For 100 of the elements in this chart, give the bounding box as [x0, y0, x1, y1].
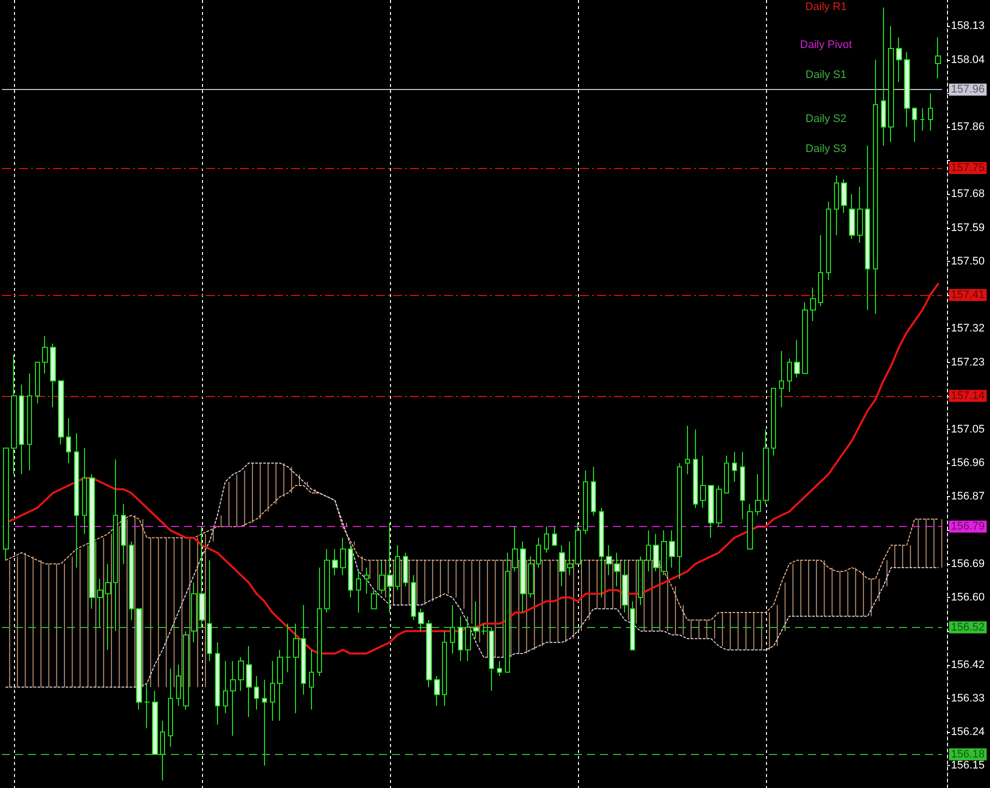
candlestick [849, 194, 855, 240]
y-tick-label: 156.33 [951, 692, 985, 704]
candlestick [442, 630, 447, 706]
candlestick [160, 720, 165, 782]
y-tick-label: 158.13 [951, 20, 985, 32]
candlestick [826, 201, 831, 281]
candlestick [481, 623, 487, 636]
candlestick [520, 541, 526, 613]
candlestick [630, 600, 635, 650]
y-tick-label: 157.68 [951, 188, 985, 200]
candlestick [89, 474, 95, 610]
candlestick [716, 485, 722, 528]
line-series [5, 485, 939, 620]
candlestick [896, 36, 902, 83]
candlestick [865, 145, 870, 310]
candlestick [58, 380, 64, 445]
candlestick [356, 570, 361, 613]
candlestick [779, 350, 784, 408]
candlestick [473, 600, 479, 640]
y-tick-label: 158.04 [951, 54, 985, 66]
candlestick [583, 470, 588, 535]
candlestick [434, 675, 440, 706]
candlestick [285, 623, 291, 673]
candlestick [771, 388, 776, 456]
candlestick [740, 451, 745, 520]
candlestick [27, 372, 32, 472]
ref-line-label: 157.41 [951, 289, 985, 302]
candlestick [794, 339, 800, 378]
candlestick [599, 507, 604, 598]
candlestick [66, 418, 71, 464]
annotation: Daily R1 [805, 1, 847, 13]
candlestick [387, 522, 393, 613]
candlestick [544, 526, 549, 554]
candlestick [317, 567, 322, 676]
candlestick [661, 530, 667, 576]
y-tick-label: 157.05 [951, 423, 985, 436]
candlestick [669, 530, 675, 568]
candlestick [168, 668, 173, 748]
y-tick-label: 157.32 [951, 322, 985, 335]
candlestick [810, 287, 816, 322]
candlestick [309, 649, 314, 710]
candlestick [371, 590, 377, 610]
candlestick [332, 548, 338, 576]
candlestick [787, 358, 792, 393]
candlestick [763, 428, 769, 505]
candlestick [19, 384, 24, 475]
candlestick [105, 563, 111, 650]
candlestick [324, 548, 330, 613]
candlestick [708, 485, 714, 538]
y-tick-label: 156.69 [951, 558, 985, 570]
candlestick [912, 108, 917, 142]
ref-line-label: 157.96 [951, 84, 985, 96]
candlestick [395, 544, 400, 591]
candlestick [841, 178, 847, 214]
candlestick [379, 560, 385, 594]
candlestick [254, 675, 259, 710]
candlestick [42, 336, 48, 374]
candlestick [411, 574, 416, 620]
candlestick [3, 448, 9, 561]
candlestick [606, 544, 612, 576]
candlestick [144, 682, 150, 729]
candlestick [747, 504, 753, 550]
annotation: Daily S1 [806, 69, 846, 81]
candlestick [622, 560, 628, 613]
y-tick-label: 156.15 [951, 760, 985, 772]
candlestick [136, 608, 142, 710]
candlestick [505, 552, 510, 673]
candlestick [246, 646, 252, 718]
candlestick [215, 642, 220, 726]
candlestick [591, 466, 596, 516]
candlestick [348, 544, 353, 598]
y-tick-label: 156.24 [951, 726, 985, 738]
candlestick [191, 582, 197, 643]
candlestick [489, 626, 494, 692]
candlestick [888, 26, 894, 142]
candlestick [818, 234, 823, 307]
ref-line-label: 157.75 [951, 162, 985, 174]
y-tick-label: 157.23 [951, 356, 985, 368]
annotation: Daily Pivot [800, 39, 852, 51]
candlestick [50, 343, 56, 408]
candlestick [465, 616, 471, 662]
candlestick [293, 623, 299, 714]
candlestick [614, 552, 620, 587]
candlestick [97, 578, 103, 628]
candlestick [536, 537, 541, 568]
candlestick [230, 660, 236, 736]
candlestick [935, 36, 941, 79]
y-tick-label: 157.86 [951, 120, 985, 133]
candlestick [450, 604, 455, 654]
y-tick-label: 157.59 [951, 222, 985, 234]
candlestick [113, 458, 118, 632]
candlestick [653, 534, 659, 572]
candlestick [700, 455, 706, 508]
candlestick [340, 537, 346, 576]
candlestick [238, 656, 244, 692]
candlestick [559, 544, 565, 587]
candlestick [176, 664, 181, 706]
candlestick [199, 526, 205, 628]
candlestick [364, 567, 369, 594]
candlestick [928, 92, 933, 132]
